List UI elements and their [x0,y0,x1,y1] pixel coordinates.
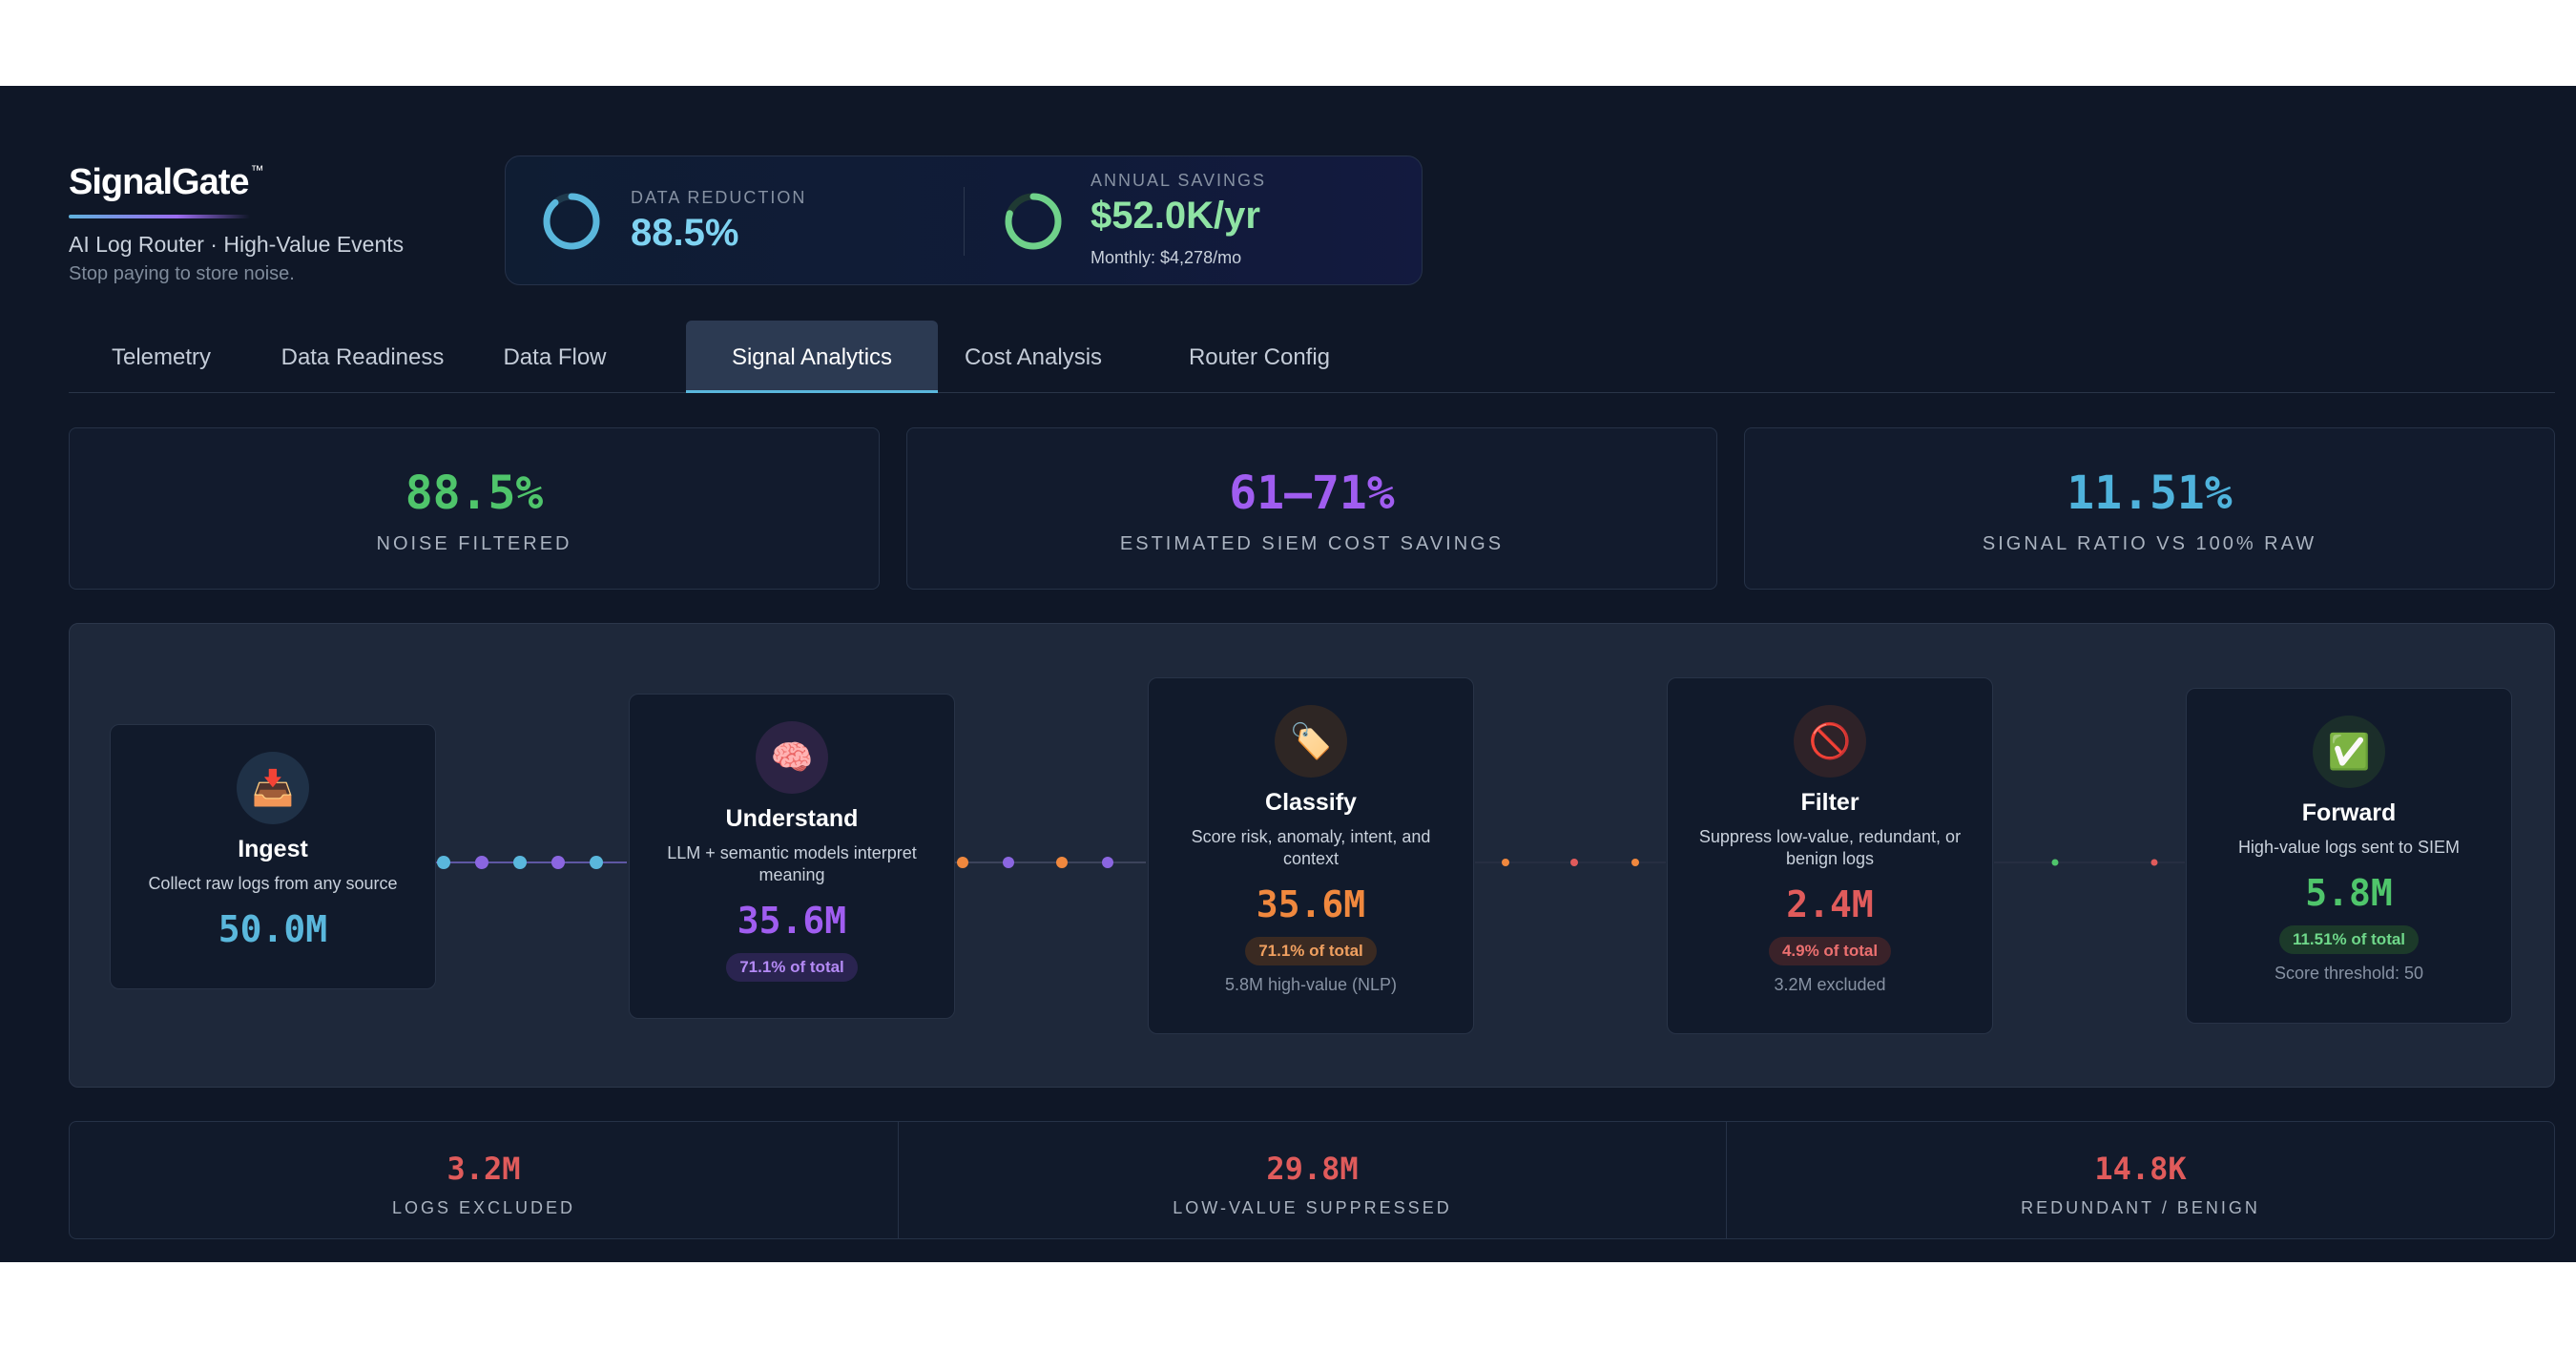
data-reduction-ring-icon [543,193,600,250]
inbox-tray-icon: 📥 [237,752,309,824]
kpi-data-reduction: DATA REDUCTION 88.5% [506,156,964,286]
stage-footnote: 3.2M excluded [1774,975,1886,994]
logo-underline [69,215,250,218]
summary-label: LOW-VALUE SUPPRESSED [1173,1198,1452,1217]
stage-title: Forward [2301,799,2397,826]
stage-forward[interactable]: ✅ Forward High-value logs sent to SIEM 5… [2186,688,2512,1024]
stage-footnote: Score threshold: 50 [2274,964,2424,983]
stage-classify[interactable]: 🏷️ Classify Score risk, anomaly, intent,… [1148,677,1474,1034]
stat-card-noise-filtered: 88.5% NOISE FILTERED [69,427,880,590]
stat-label: SIGNAL RATIO VS 100% RAW [1982,533,2317,554]
stat-value: 61–71% [1229,467,1395,520]
summary-value: 29.8M [1266,1151,1359,1187]
app-tagline: Stop paying to store noise. [69,263,295,284]
stage-share-badge: 11.51% of total [2278,925,2420,954]
stage-ingest[interactable]: 📥 Ingest Collect raw logs from any sourc… [110,724,436,989]
kpi-annual-savings: ANNUAL SAVINGS $52.0K/yr Monthly: $4,278… [964,156,1422,286]
stage-understand[interactable]: 🧠 Understand LLM + semantic models inter… [629,694,955,1019]
stage-value: 50.0M [218,908,328,950]
stage-description: Suppress low-value, redundant, or benign… [1698,827,1962,868]
stat-card-signal-ratio: 11.51% SIGNAL RATIO VS 100% RAW [1744,427,2555,590]
connector-ingest-understand [436,856,627,869]
tab-cost-analysis[interactable]: Cost Analysis [964,344,1103,370]
app-subtitle: AI Log Router · High-Value Events [69,232,405,257]
stage-title: Classify [1265,789,1357,816]
connector-understand-classify [955,857,1146,868]
brand-block: SignalGate ™ AI Log Router · High-Value E… [69,162,404,285]
tab-data-flow[interactable]: Data Flow [503,344,607,370]
stat-label: NOISE FILTERED [376,533,572,554]
summary-value: 3.2M [447,1151,521,1187]
tab-data-readiness[interactable]: Data Readiness [280,344,445,370]
stage-title: Understand [725,805,859,832]
exclusion-summary: 3.2M LOGS EXCLUDED 29.8M LOW-VALUE SUPPR… [69,1121,2555,1239]
stage-footnote: 5.8M high-value (NLP) [1224,975,1398,994]
stage-value: 35.6M [737,900,847,942]
tab-bar: Telemetry Data Readiness Data Flow Signa… [69,321,2555,393]
pipeline-panel: 📥 Ingest Collect raw logs from any sourc… [69,623,2555,1088]
label-tag-icon: 🏷️ [1275,705,1347,778]
data-reduction-label: DATA REDUCTION [631,188,807,207]
app-logo: SignalGate ™ [69,162,264,202]
stat-label: ESTIMATED SIEM COST SAVINGS [1119,533,1505,554]
check-mark-icon: ✅ [2313,716,2385,788]
annual-savings-ring-icon [1005,193,1062,250]
stage-description: High-value logs sent to SIEM [2237,838,2461,857]
stat-value: 88.5% [405,467,544,520]
stat-card-siem-savings: 61–71% ESTIMATED SIEM COST SAVINGS [906,427,1717,590]
stage-share-badge: 71.1% of total [726,953,858,982]
stage-value: 5.8M [2305,872,2393,914]
summary-low-value-suppressed: 29.8M LOW-VALUE SUPPRESSED [898,1122,1726,1238]
summary-redundant-benign: 14.8K REDUNDANT / BENIGN [1726,1122,2554,1238]
monthly-savings: Monthly: $4,278/mo [1091,248,1242,267]
stage-share-badge: 71.1% of total [1245,937,1377,965]
tab-telemetry[interactable]: Telemetry [111,344,212,370]
kpi-divider [964,187,965,256]
app-root: SignalGate ™ AI Log Router · High-Value E… [0,86,2576,1262]
stat-value: 11.51% [2067,467,2233,520]
kpi-panel: DATA REDUCTION 88.5% ANNUAL SAVINGS $52.… [505,156,1423,285]
data-reduction-value: 88.5% [631,212,739,254]
tab-router-config[interactable]: Router Config [1188,344,1331,370]
stage-filter[interactable]: 🚫 Filter Suppress low-value, redundant, … [1667,677,1993,1034]
prohibited-icon: 🚫 [1794,705,1866,778]
stage-title: Ingest [238,836,308,862]
annual-savings-label: ANNUAL SAVINGS [1091,171,1267,190]
summary-label: REDUNDANT / BENIGN [2021,1198,2260,1217]
stage-value: 35.6M [1256,883,1366,925]
brain-icon: 🧠 [756,721,828,794]
summary-value: 14.8K [2094,1151,2187,1187]
stage-title: Filter [1800,789,1859,816]
stage-value: 2.4M [1786,883,1874,925]
stage-description: Score risk, anomaly, intent, and context [1191,827,1431,868]
summary-label: LOGS EXCLUDED [391,1198,576,1217]
connector-filter-forward [1994,859,2185,866]
stage-description: Collect raw logs from any source [148,874,398,893]
stage-description: LLM + semantic models interpret meaning [667,843,917,884]
summary-logs-excluded: 3.2M LOGS EXCLUDED [70,1122,898,1238]
stage-share-badge: 4.9% of total [1768,937,1892,965]
tab-signal-analytics[interactable]: Signal Analytics [686,321,938,393]
annual-savings-value: $52.0K/yr [1091,195,1260,237]
connector-classify-filter [1475,859,1666,866]
